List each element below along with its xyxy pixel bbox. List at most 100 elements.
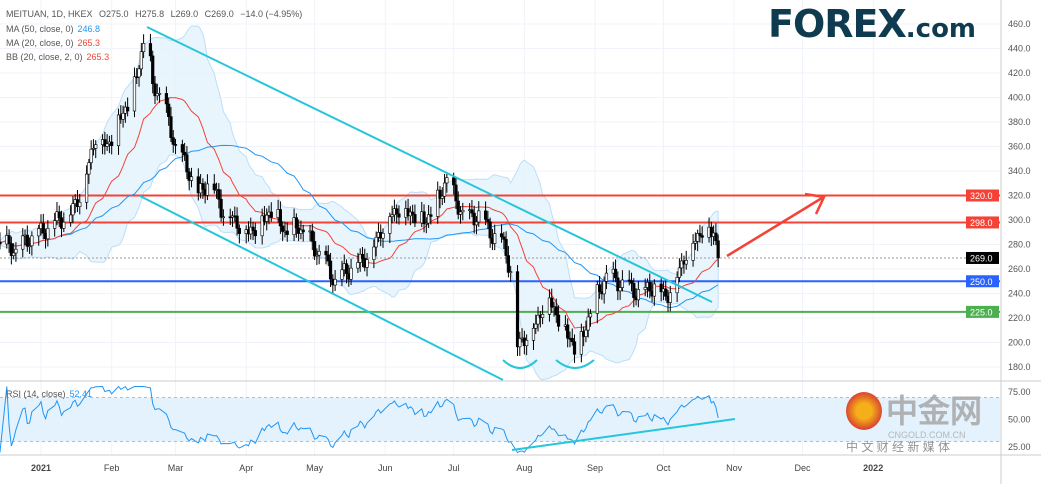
time-tick-label: Sep	[587, 463, 603, 473]
candle	[180, 139, 184, 162]
candle-body	[677, 267, 681, 278]
candle	[570, 328, 574, 346]
candle-body	[493, 233, 497, 244]
candle-body	[87, 162, 91, 175]
candle-body	[365, 259, 369, 268]
candle-body	[452, 177, 456, 186]
rsi-tick-label: 50.00	[1008, 415, 1031, 425]
candle	[41, 213, 45, 240]
candle	[71, 195, 75, 224]
candle	[278, 201, 283, 234]
rsi-legend[interactable]: RSI (14, close) 52.41	[6, 389, 96, 399]
price-tick-label: 300.0	[1008, 215, 1031, 225]
candle	[171, 130, 175, 153]
bb-label: BB (20, close, 2, 0)	[6, 52, 83, 62]
candle	[139, 42, 143, 76]
candle	[265, 208, 269, 231]
candle-body	[157, 93, 162, 95]
candle-body	[57, 211, 61, 219]
candle-body	[126, 106, 130, 112]
open-value: O275.0	[99, 9, 129, 19]
candle	[709, 221, 713, 247]
candle-body	[30, 235, 34, 247]
candle-body	[554, 306, 558, 316]
candle	[502, 231, 506, 250]
price-tick-label: 240.0	[1008, 289, 1031, 299]
candle	[9, 236, 13, 265]
symbol-label: MEITUAN, 1D, HKEX	[6, 9, 93, 19]
candle	[219, 189, 223, 222]
candle-body	[395, 208, 399, 215]
candle	[142, 34, 146, 59]
candle-body	[251, 226, 255, 231]
rsi-tick-label: 25.00	[1008, 442, 1031, 452]
candle	[716, 234, 720, 268]
candle	[572, 334, 577, 363]
price-badge-label: 225.0	[970, 307, 993, 317]
candle-body	[53, 220, 57, 229]
forex-logo: FOREX.com	[768, 2, 976, 46]
ma50-legend[interactable]: MA (50, close, 0) 246.8	[6, 24, 104, 34]
candle	[536, 306, 540, 332]
candle-body	[616, 277, 620, 292]
candle	[588, 309, 593, 327]
candle-body	[648, 282, 652, 292]
candle-body	[189, 176, 194, 181]
candle	[312, 231, 317, 261]
double-bottom-arc	[555, 359, 595, 369]
candle	[12, 243, 16, 260]
candle-body	[235, 215, 239, 229]
candle	[344, 259, 349, 284]
candle-body	[237, 227, 241, 234]
candle-body	[7, 235, 11, 244]
channel-upper-line	[146, 26, 713, 303]
candle-body	[714, 232, 718, 242]
candle	[714, 223, 718, 246]
candle	[205, 174, 210, 201]
candle	[221, 209, 226, 226]
change-value: −14.0 (−4.95%)	[240, 9, 303, 19]
candle-body	[340, 269, 344, 280]
candle-body	[595, 284, 599, 314]
candle-body	[429, 214, 433, 217]
candle-body	[328, 260, 333, 280]
candle-body	[164, 93, 169, 105]
candle	[328, 252, 333, 287]
candle-body	[604, 272, 609, 282]
candle	[46, 220, 50, 247]
low-value: L269.0	[170, 9, 199, 19]
symbol-legend: MEITUAN, 1D, HKEX O275.0 H275.8 L269.0 C…	[6, 9, 306, 19]
candle	[518, 331, 522, 356]
candle-body	[105, 143, 109, 147]
candle	[310, 223, 314, 251]
candle-body	[89, 148, 93, 163]
candle-body	[636, 289, 640, 301]
candle-body	[584, 329, 588, 337]
candle	[374, 231, 378, 257]
ma20-legend[interactable]: MA (20, close, 0) 265.3	[6, 38, 104, 48]
candle	[483, 201, 488, 226]
candle-body	[534, 323, 538, 329]
candle-body	[142, 43, 146, 53]
candle	[534, 314, 538, 335]
candle	[454, 176, 458, 209]
candle	[698, 224, 702, 243]
candle	[411, 204, 415, 223]
candle-body	[132, 76, 137, 112]
candle-body	[422, 211, 426, 225]
candle-body	[315, 254, 319, 257]
price-badge-label: 250.0	[970, 277, 993, 287]
price-tick-label: 400.0	[1008, 93, 1031, 103]
candle-body	[518, 338, 522, 348]
candle	[251, 221, 255, 241]
bb-legend[interactable]: BB (20, close, 2, 0) 265.3	[6, 52, 113, 62]
candle-body	[180, 144, 184, 153]
high-value: H275.8	[135, 9, 165, 19]
candle	[326, 245, 330, 267]
candle	[189, 167, 194, 188]
candle	[148, 33, 153, 62]
candle	[643, 278, 647, 297]
candle-body	[515, 271, 520, 348]
